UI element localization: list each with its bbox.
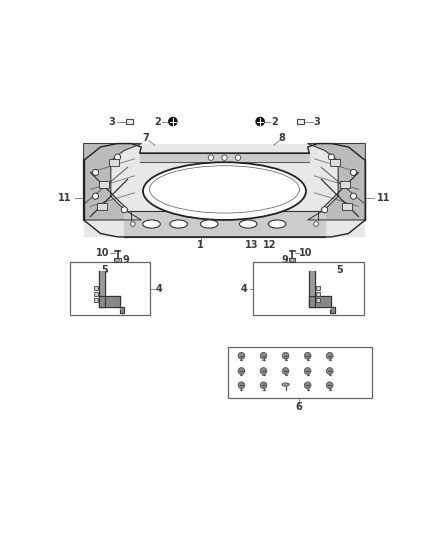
Bar	[316, 292, 320, 296]
Circle shape	[131, 222, 135, 227]
Ellipse shape	[240, 220, 257, 228]
Bar	[99, 181, 109, 188]
Text: 8: 8	[279, 133, 286, 143]
Text: 7: 7	[142, 133, 149, 143]
Bar	[316, 298, 320, 302]
Circle shape	[260, 352, 267, 359]
Bar	[114, 257, 120, 262]
Ellipse shape	[170, 220, 187, 228]
Ellipse shape	[282, 383, 290, 386]
Text: 5: 5	[336, 265, 343, 275]
Text: 9: 9	[281, 255, 288, 265]
Bar	[94, 286, 98, 290]
Text: 1: 1	[198, 240, 204, 251]
Text: 4: 4	[241, 284, 247, 294]
Polygon shape	[330, 306, 335, 313]
Circle shape	[92, 169, 99, 175]
Polygon shape	[84, 143, 141, 220]
Circle shape	[314, 222, 318, 227]
Circle shape	[326, 352, 333, 359]
Circle shape	[92, 193, 99, 199]
Bar	[316, 286, 320, 290]
Circle shape	[282, 368, 289, 374]
Circle shape	[235, 155, 241, 160]
Circle shape	[350, 193, 357, 199]
Text: 9: 9	[123, 255, 129, 265]
Bar	[297, 119, 304, 124]
Text: 10: 10	[299, 248, 313, 258]
Ellipse shape	[200, 220, 218, 228]
Text: 2: 2	[154, 117, 161, 126]
Bar	[94, 292, 98, 296]
Circle shape	[222, 155, 227, 160]
Bar	[330, 159, 340, 166]
Circle shape	[304, 352, 311, 359]
Circle shape	[304, 368, 311, 374]
Text: 11: 11	[58, 193, 72, 203]
Bar	[97, 203, 107, 210]
Text: 11: 11	[377, 193, 390, 203]
Circle shape	[282, 352, 289, 359]
Text: 6: 6	[296, 402, 303, 411]
Polygon shape	[120, 306, 124, 313]
Text: 10: 10	[95, 248, 109, 258]
Circle shape	[238, 368, 245, 374]
Circle shape	[321, 207, 328, 213]
Circle shape	[260, 382, 267, 389]
Circle shape	[208, 155, 214, 160]
Circle shape	[238, 382, 245, 389]
Bar	[109, 159, 119, 166]
Bar	[253, 262, 364, 315]
Bar	[126, 119, 133, 124]
Circle shape	[169, 117, 177, 126]
Bar	[340, 181, 350, 188]
Circle shape	[114, 154, 120, 160]
Circle shape	[260, 368, 267, 374]
Ellipse shape	[143, 220, 160, 228]
Circle shape	[121, 207, 127, 213]
Circle shape	[238, 352, 245, 359]
Ellipse shape	[143, 162, 306, 220]
Text: 13: 13	[245, 240, 258, 250]
Bar	[342, 203, 352, 210]
Text: 12: 12	[262, 240, 276, 250]
Circle shape	[326, 382, 333, 389]
Text: 2: 2	[271, 117, 278, 126]
Bar	[228, 347, 372, 398]
Circle shape	[304, 382, 311, 389]
Text: 4: 4	[156, 284, 162, 294]
Circle shape	[326, 368, 333, 374]
Bar	[84, 143, 365, 237]
Bar	[290, 257, 295, 262]
Text: 3: 3	[108, 117, 115, 126]
Circle shape	[256, 117, 264, 126]
Polygon shape	[307, 143, 365, 220]
Bar	[70, 262, 150, 315]
Circle shape	[350, 169, 357, 175]
Bar	[94, 298, 98, 302]
Text: 3: 3	[314, 117, 321, 126]
Text: 5: 5	[102, 265, 108, 275]
Ellipse shape	[268, 220, 286, 228]
Circle shape	[328, 154, 335, 160]
